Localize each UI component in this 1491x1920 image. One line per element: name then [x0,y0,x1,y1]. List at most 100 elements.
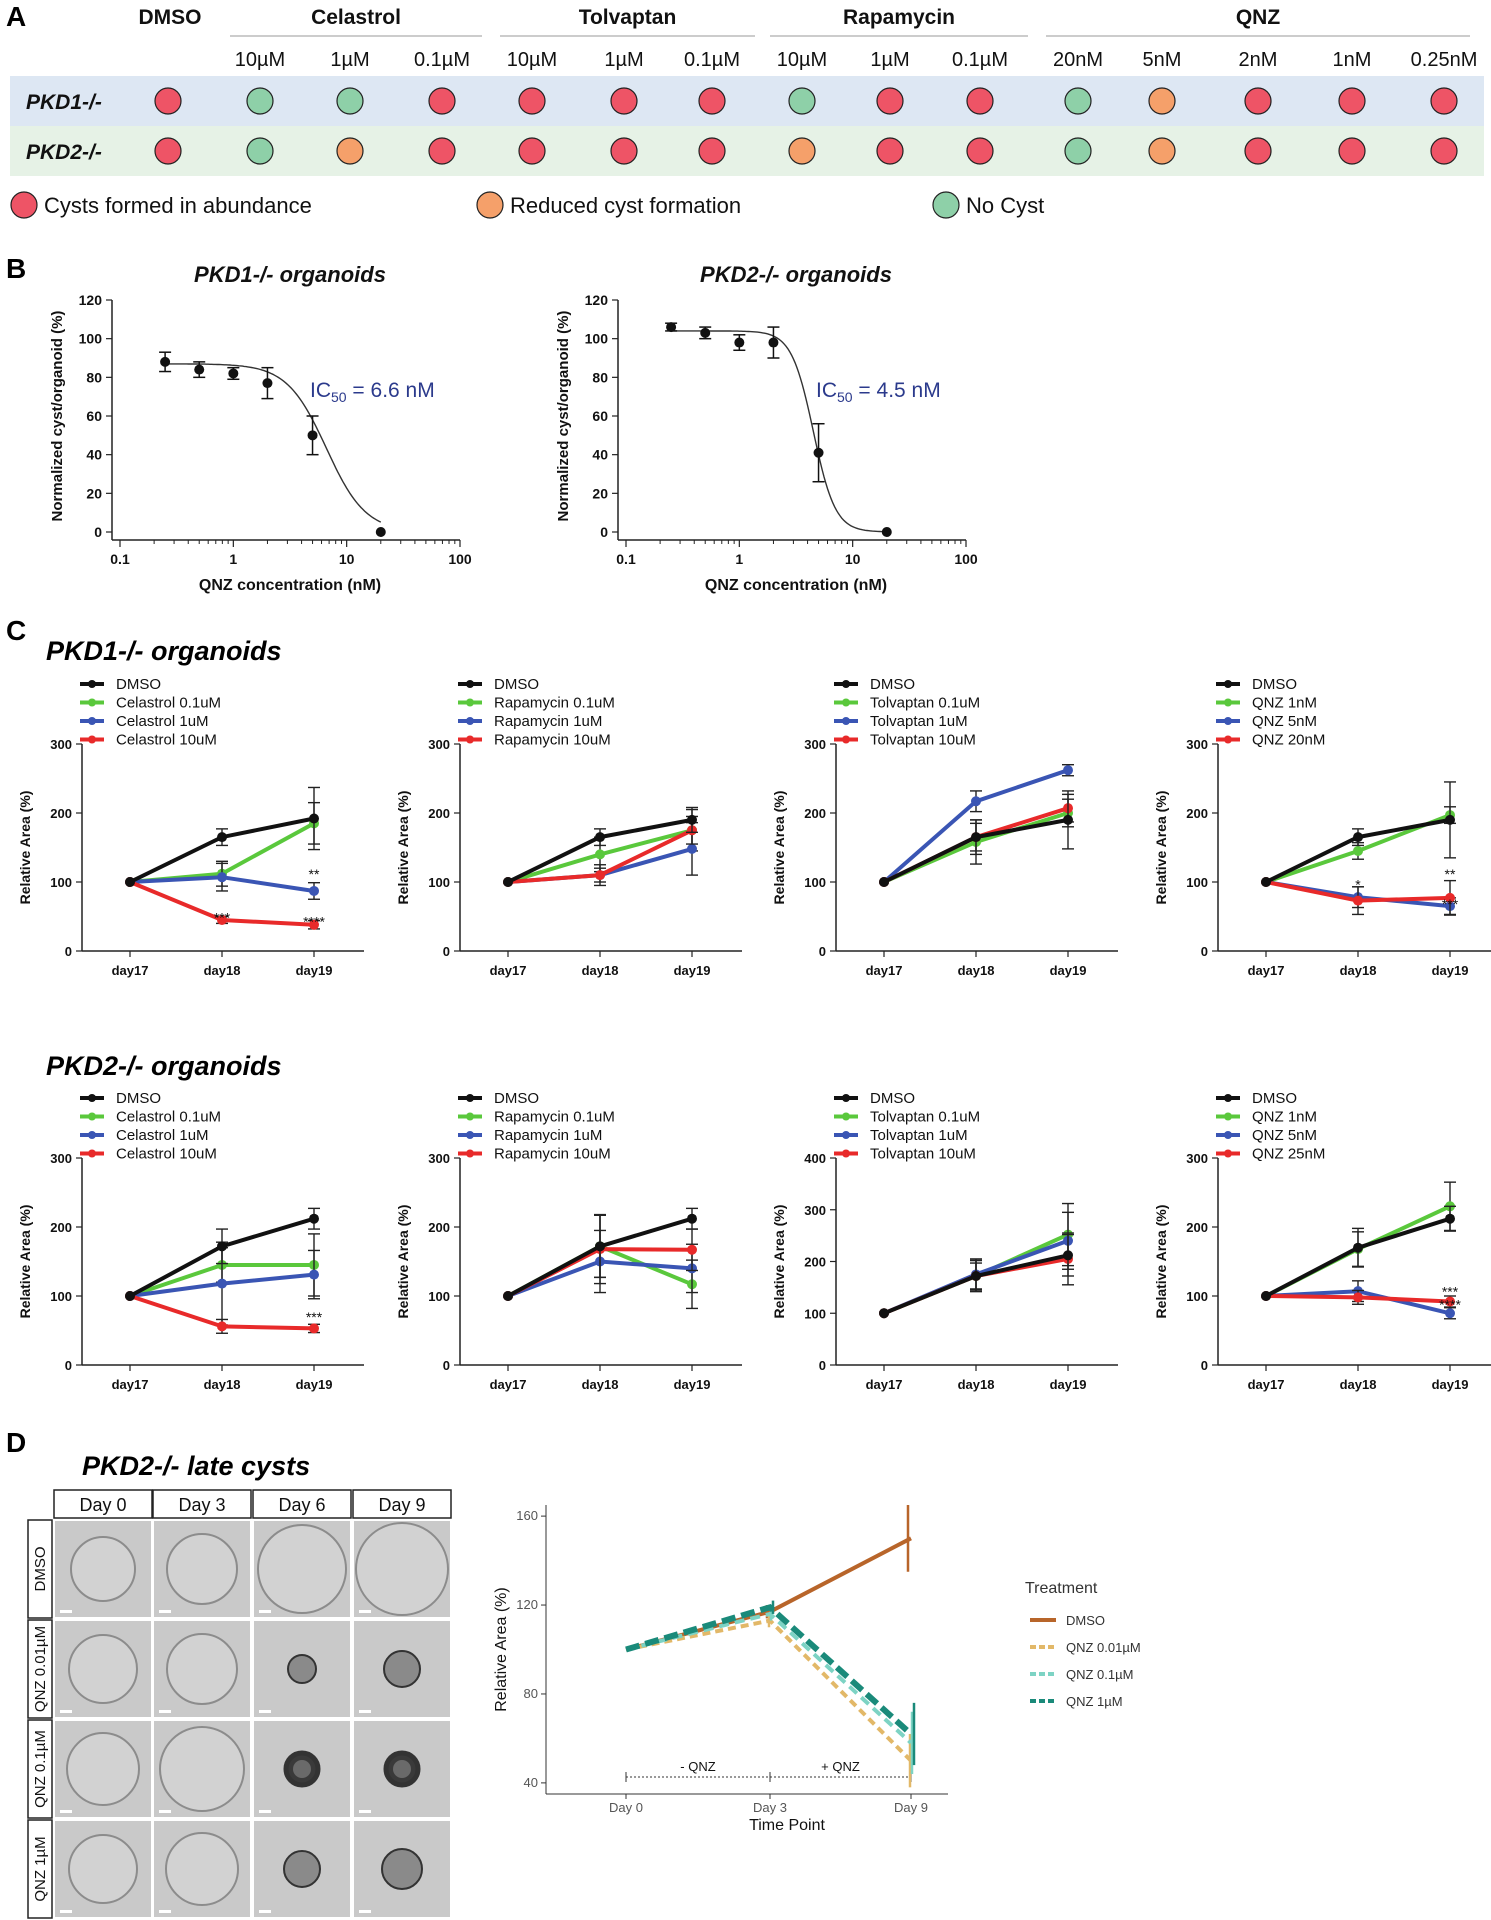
day-header-label: Day 6 [278,1495,325,1515]
legend-label: Celastrol 1uM [116,713,209,730]
y-tick-label: 160 [516,1508,538,1523]
legend-label: Celastrol 0.1uM [116,1109,221,1126]
legend-label: QNZ 1nM [1252,695,1317,712]
dose-label: 0.25nM [1411,49,1478,71]
outcome-circle-cyst [428,137,456,165]
x-tick-label: Day 0 [609,1800,643,1815]
legend-label: Tolvaptan 1uM [870,1127,968,1144]
x-tick-label: day17 [866,963,903,978]
scale-bar [259,1910,271,1913]
y-tick-label: 100 [428,1289,450,1304]
day-header-label: Day 3 [178,1495,225,1515]
y-tick-label: 200 [1186,806,1208,821]
y-tick-label: 120 [585,292,609,308]
y-tick-label: 300 [1186,737,1208,752]
data-point [881,527,892,537]
x-tick-label: day19 [674,1377,711,1392]
y-tick-label: 300 [428,737,450,752]
x-tick-label: day18 [958,1377,995,1392]
x-tick-label: day19 [1050,1377,1087,1392]
series-point [971,796,981,807]
legend-marker [1224,1149,1232,1158]
significance-mark: * [1355,876,1361,892]
cyst-circle [283,1850,321,1888]
x-tick-label: 100 [448,551,472,567]
y-tick-label: 100 [804,875,826,890]
dose-label: 10µM [777,49,827,71]
legend-label: Tolvaptan 0.1uM [870,1109,980,1126]
dose-label: 1µM [870,49,909,71]
cyst-circle [257,1524,347,1614]
legend-label: DMSO [116,676,161,693]
legend-label: DMSO [1252,1090,1297,1107]
cyst-circle [381,1848,423,1890]
series-point [687,814,697,825]
scale-bar [159,1910,171,1913]
y-tick-label: 20 [592,485,608,501]
series-point [125,1291,135,1301]
day-header-cell [152,1489,252,1519]
y-tick-label: 80 [524,1686,538,1701]
legend-marker [466,680,474,688]
series-point [595,1241,605,1252]
dose-label: 20nM [1053,49,1103,71]
x-axis-label: QNZ concentration (nM) [199,577,381,594]
series-point [217,872,227,883]
dose-label: 0.1µM [414,49,470,71]
y-tick-label: 40 [524,1775,538,1790]
x-tick-label: 1 [735,551,743,567]
legend-label: DMSO [1252,676,1297,693]
y-tick-label: 200 [804,1255,826,1270]
data-point [734,337,745,348]
series-point [1353,832,1363,843]
condition-label: DMSO [32,1547,49,1592]
legend-marker [88,1094,96,1102]
y-tick-label: 0 [94,524,102,540]
y-tick-label: 80 [86,369,102,385]
legend-label: DMSO [494,1090,539,1107]
scale-bar [159,1810,171,1813]
series-point [309,813,319,824]
series-point [217,832,227,843]
data-point [700,327,711,338]
y-tick-label: 0 [65,1358,72,1373]
legend-marker [88,680,96,688]
ic50-title: PKD1-/- organoids [194,262,386,287]
outcome-circle-reduced [1148,137,1176,165]
x-tick-label: day19 [1432,963,1469,978]
phase-label: + QNZ [821,1759,860,1774]
series-point [1445,814,1455,825]
y-axis-label: Relative Area (%) [771,791,787,905]
outcome-circle-none [1064,137,1092,165]
legend-marker [466,1112,474,1121]
outcome-circle-cyst [1338,87,1366,115]
y-axis-label: Relative Area (%) [17,791,33,905]
y-tick-label: 120 [516,1597,538,1612]
y-axis-label: Relative Area (%) [1153,791,1169,905]
outcome-circle-cyst [518,137,546,165]
cyst-circle [166,1533,238,1605]
legend-label: Tolvaptan 1uM [870,713,968,730]
y-axis-label: Normalized cyst/organoid (%) [555,311,572,522]
condition-label-cell [27,1619,53,1719]
series-point [1261,1291,1271,1301]
series-point [1445,892,1455,903]
x-tick-label: day19 [674,963,711,978]
legend-text-reduced: Reduced cyst formation [510,193,741,218]
y-tick-label: 300 [1186,1151,1208,1166]
series-point [595,870,605,881]
series-point [1063,814,1073,825]
legend-label: DMSO [870,1090,915,1107]
legend-label: DMSO [870,676,915,693]
outcome-circle-cyst [154,87,182,115]
dose-label: 0.1µM [952,49,1008,71]
y-axis-label: Normalized cyst/organoid (%) [49,311,66,522]
dmso-header: DMSO [139,6,202,29]
y-tick-label: 200 [50,1220,72,1235]
series-point [217,914,227,925]
legend-marker [466,698,474,707]
outcome-circle-reduced [1148,87,1176,115]
x-tick-label: day19 [1050,963,1087,978]
